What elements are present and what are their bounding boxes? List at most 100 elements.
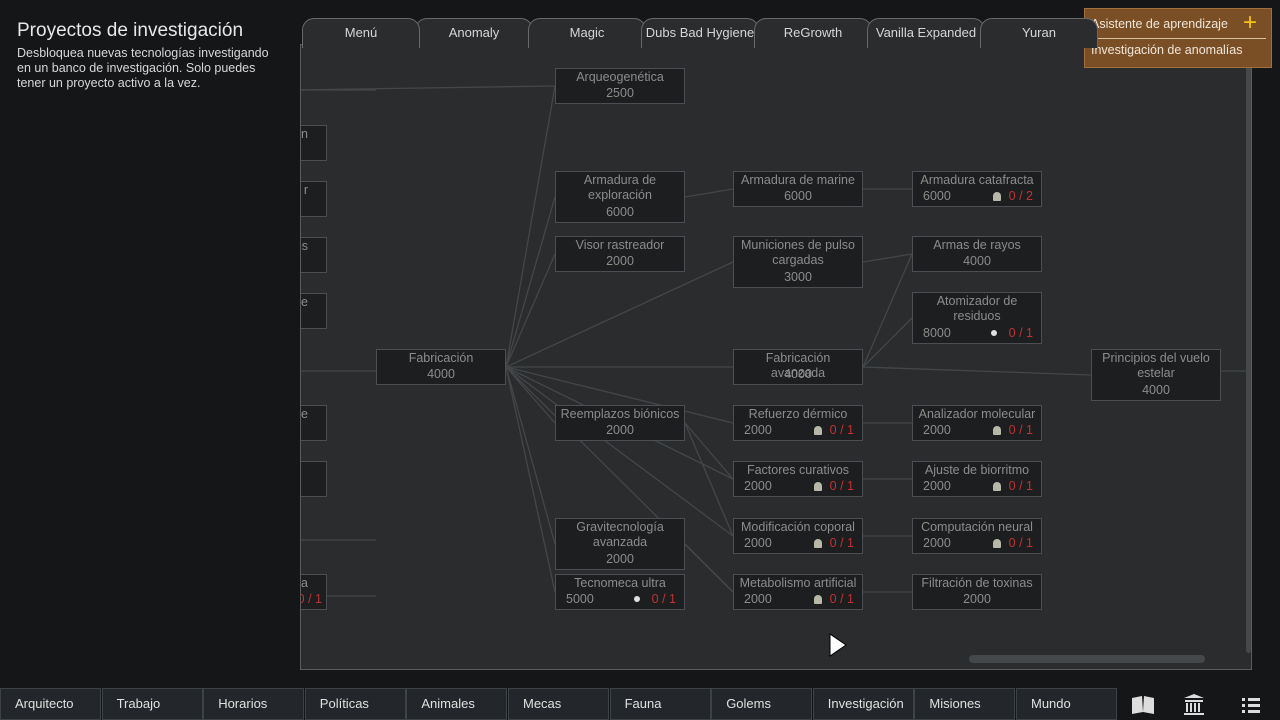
tech-node[interactable]: Refuerzo dérmico 2000 0 / 1 [733, 405, 863, 441]
menu-icon[interactable] [1242, 698, 1260, 713]
tech-node[interactable]: Armas de rayos 4000 [912, 236, 1042, 272]
node-label: Gravitecnología avanzada [576, 520, 664, 549]
tech-node-partial[interactable]: r [301, 181, 327, 217]
node-label: Metabolismo artificial [739, 576, 857, 590]
node-label: Atomizador de residuos [936, 294, 1018, 323]
node-label: de [301, 407, 308, 421]
node-label: Arqueogenética [576, 70, 664, 84]
scrollbar[interactable] [1246, 65, 1251, 653]
tab[interactable]: ReGrowth [754, 18, 872, 48]
node-label: on [301, 127, 308, 141]
separator [1090, 38, 1266, 39]
node-icon [993, 192, 1001, 201]
node-cost: 4000 [784, 367, 812, 381]
tech-node[interactable]: Principios del vuelo estelar 4000 [1091, 349, 1221, 401]
tab[interactable]: Yuran [980, 18, 1098, 48]
link [862, 366, 1092, 376]
tech-node[interactable]: Atomizador de residuos 8000 0 / 1 [912, 292, 1042, 344]
tab[interactable]: Menú [302, 18, 420, 48]
node-label: Principios del vuelo estelar [1102, 351, 1210, 380]
tech-node[interactable]: Armadura de exploración 6000 [555, 171, 685, 223]
node-progress: 0 / 1 [829, 536, 854, 550]
node-cost: 3000 [784, 270, 812, 284]
tech-node[interactable]: Analizador molecular 2000 0 / 1 [912, 405, 1042, 441]
tech-node[interactable]: Fabricación avanzada 4000 [733, 349, 863, 385]
node-cost: 2000 [606, 423, 634, 437]
node-cost: 2000 [923, 423, 951, 437]
tech-node[interactable]: Municiones de pulso cargadas 3000 [733, 236, 863, 288]
link [505, 253, 556, 368]
bottom-tab[interactable]: Arquitecto [0, 688, 101, 720]
node-cost: 2000 [606, 254, 634, 268]
add-icon[interactable]: + [1243, 9, 1258, 36]
link [505, 196, 556, 368]
tab[interactable]: Magic [528, 18, 646, 48]
tutor-box: Asistente de aprendizaje + Investigación… [1084, 8, 1272, 68]
node-cost: 2000 [923, 536, 951, 550]
bottom-tab[interactable]: Animales [406, 688, 508, 720]
tech-node[interactable]: Gravitecnología avanzada 2000 [555, 518, 685, 570]
tech-node[interactable]: Arqueogenética 2500 [555, 68, 685, 104]
node-cost: 4000 [427, 367, 455, 381]
bottom-tab[interactable]: Misiones [914, 688, 1016, 720]
scrollbar[interactable] [969, 655, 1205, 663]
book-icon[interactable] [1132, 696, 1154, 714]
tab[interactable]: Dubs Bad Hygiene [641, 18, 759, 48]
bottom-tab[interactable]: Trabajo [101, 688, 203, 720]
node-label: Visor rastreador [575, 238, 665, 252]
bottom-tab[interactable]: Mundo [1016, 688, 1117, 720]
node-label: Municiones de pulso cargadas [741, 238, 855, 267]
tech-node[interactable]: Computación neural 2000 0 / 1 [912, 518, 1042, 554]
tech-node[interactable]: Tecnomeca ultra 5000 0 / 1 [555, 574, 685, 610]
node-cost: 2000 [744, 592, 772, 606]
bottom-tab[interactable]: Horarios [203, 688, 305, 720]
node-cost: 2500 [606, 86, 634, 100]
node-progress: 0 / 1 [300, 592, 322, 606]
tech-node[interactable]: Ajuste de biorritmo 2000 0 / 1 [912, 461, 1042, 497]
bottom-tab[interactable]: Golems [711, 688, 813, 720]
tech-node-partial[interactable]: de [301, 405, 327, 441]
link [862, 253, 913, 263]
description: Desbloquea nuevas tecnologías investigan… [17, 46, 269, 90]
tech-node[interactable]: Filtración de toxinas 2000 [912, 574, 1042, 610]
node-progress: 0 / 1 [829, 592, 854, 606]
tab[interactable]: Vanilla Expanded [867, 18, 985, 48]
bottom-tab[interactable]: Investigación [812, 688, 914, 720]
tech-node-partial[interactable]: e [301, 293, 327, 329]
tab[interactable]: Anomaly [415, 18, 533, 48]
node-label: Filtración de toxinas [921, 576, 1033, 590]
title: Proyectos de investigación [17, 20, 244, 41]
tech-node[interactable]: Metabolismo artificial 2000 0 / 1 [733, 574, 863, 610]
node-cost: 6000 [784, 189, 812, 203]
cursor [829, 633, 847, 657]
bottom-tab[interactable]: Mecas [508, 688, 609, 720]
tutor-item[interactable]: Investigación de anomalías [1091, 43, 1243, 57]
node-progress: 0 / 1 [1008, 326, 1033, 340]
tech-node[interactable]: Armadura catafracta 6000 0 / 2 [912, 171, 1042, 207]
building-icon[interactable] [1184, 694, 1204, 715]
tech-node[interactable]: Modificación coporal 2000 0 / 1 [733, 518, 863, 554]
tech-node[interactable]: Reemplazos biónicos 2000 [555, 405, 685, 441]
bottom-tab[interactable]: Políticas [304, 688, 406, 720]
tutor-item[interactable]: Asistente de aprendizaje [1091, 17, 1228, 31]
link [505, 366, 556, 545]
link [862, 253, 913, 368]
tech-node[interactable]: Armadura de marine 6000 [733, 171, 863, 207]
tech-node-partial[interactable]: on [301, 125, 327, 161]
link [301, 85, 556, 91]
node-label: Computación neural [921, 520, 1033, 534]
node-label: Fabricación avanzada [765, 351, 831, 380]
node-label: os [301, 239, 308, 253]
node-label: Armas de rayos [933, 238, 1021, 252]
tech-node-partial[interactable]: zada 0 / 1 [300, 574, 327, 610]
tech-node[interactable]: Fabricación 4000 [376, 349, 506, 385]
node-cost: 2000 [744, 479, 772, 493]
node-label: Armadura de marine [741, 173, 855, 187]
tech-node-partial[interactable] [301, 461, 327, 497]
bottom-tab[interactable]: Fauna [609, 688, 711, 720]
link [505, 366, 734, 424]
link [505, 366, 734, 537]
tech-node[interactable]: Factores curativos 2000 0 / 1 [733, 461, 863, 497]
tech-node[interactable]: Visor rastreador 2000 [555, 236, 685, 272]
tech-node-partial[interactable]: os [301, 237, 327, 273]
